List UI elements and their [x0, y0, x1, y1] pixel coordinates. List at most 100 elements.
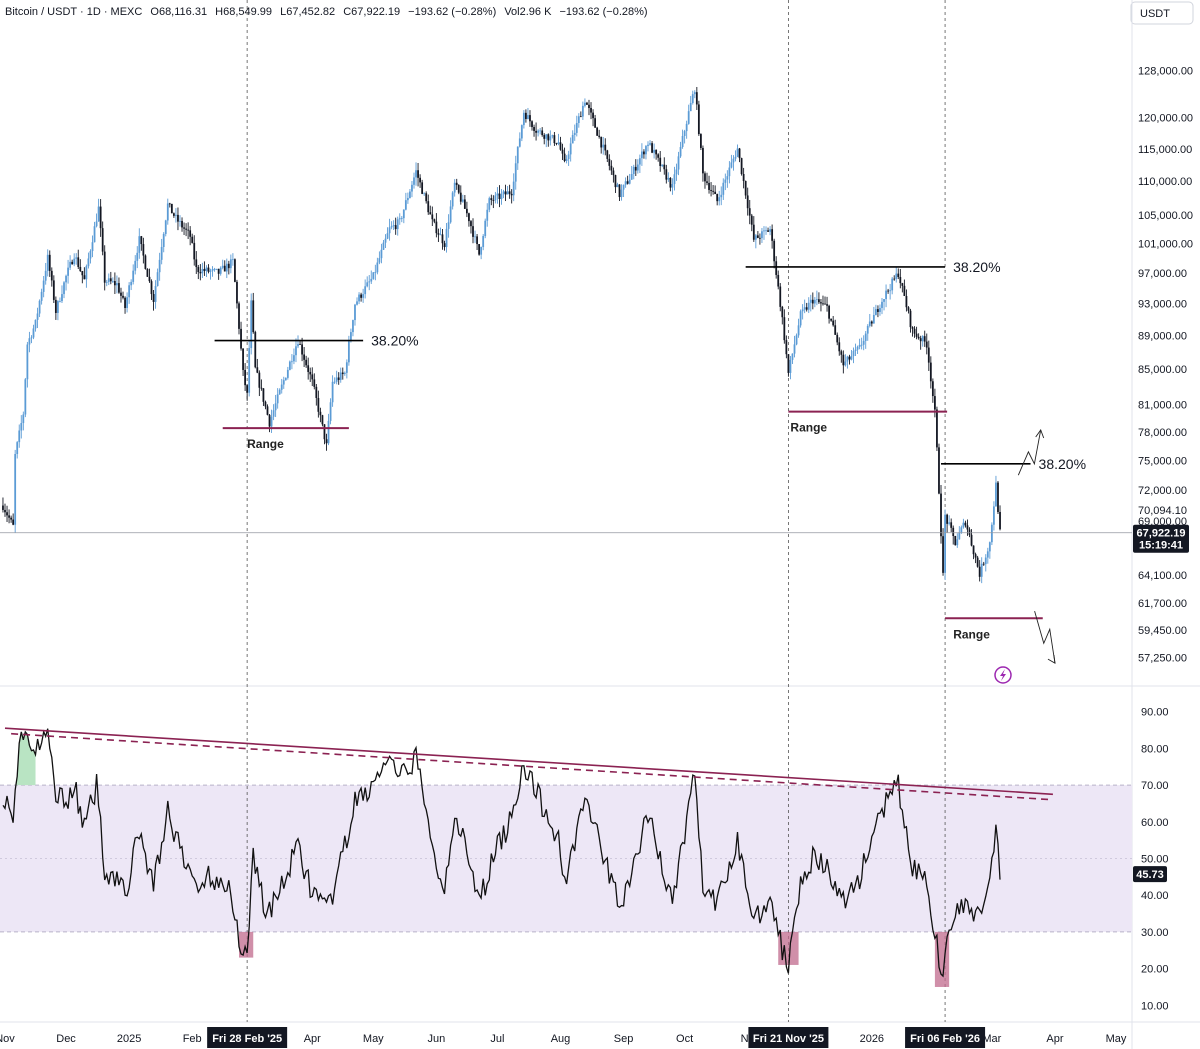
candle: [518, 132, 521, 148]
candle: [592, 109, 594, 127]
candle-body: [732, 158, 735, 163]
candle: [545, 133, 548, 148]
candle-body: [427, 201, 430, 213]
price-tick-label: 72,000.00: [1138, 485, 1187, 497]
candle: [858, 338, 861, 350]
candle-body: [197, 267, 200, 273]
candle-body: [514, 163, 517, 182]
candle-body: [284, 377, 287, 381]
candle-body: [907, 307, 910, 311]
candle: [860, 337, 863, 350]
currency-badge[interactable]: USDT: [1130, 1, 1194, 25]
candle: [311, 367, 314, 387]
candle-body: [211, 269, 214, 271]
candle-body: [775, 261, 778, 275]
candle-body: [512, 181, 515, 196]
candle-body: [571, 134, 574, 144]
candle: [461, 194, 464, 203]
candle: [14, 449, 17, 533]
candle-body: [325, 439, 328, 444]
highlighted-date-tag: Fri 06 Feb '26: [905, 1027, 986, 1048]
candle-body: [451, 192, 454, 207]
candle-body: [492, 200, 495, 201]
candle: [978, 560, 981, 582]
candle: [986, 547, 989, 564]
candle: [225, 258, 228, 279]
candle: [679, 141, 682, 158]
candle-body: [333, 381, 336, 383]
candle-body: [130, 281, 133, 286]
candle: [22, 411, 25, 431]
candle: [846, 355, 849, 369]
candle-body: [384, 238, 387, 243]
candle-body: [435, 221, 438, 234]
candle-body: [783, 317, 786, 341]
rsi-tick-label: 50.00: [1141, 854, 1169, 866]
symbol-header: Bitcoin / USDT · 1D · MEXC O68,116.31 H6…: [5, 6, 648, 18]
candle: [85, 264, 88, 288]
candle-body: [75, 257, 78, 259]
rsi-tick-label: 80.00: [1141, 743, 1169, 755]
candle-body: [679, 146, 682, 157]
candle-body: [221, 265, 224, 268]
candle-body: [506, 191, 509, 195]
candle-body: [675, 169, 678, 175]
candle-body: [685, 123, 688, 132]
candle-body: [598, 135, 601, 137]
candle: [73, 253, 76, 267]
rsi-value-label: 45.73: [1136, 869, 1164, 881]
candle-body: [754, 235, 757, 240]
fib-level-label: 38.20%: [953, 259, 1000, 275]
candle-body: [815, 299, 818, 301]
candle-body: [889, 290, 892, 292]
time-tick-label: Apr: [1046, 1033, 1063, 1045]
candle: [732, 155, 735, 171]
candle-body: [280, 384, 283, 390]
candle-body: [982, 563, 985, 565]
candle: [465, 201, 468, 218]
candle: [89, 249, 92, 264]
candle-body: [638, 158, 641, 165]
candle: [691, 90, 694, 105]
candle-body: [437, 233, 440, 235]
candle-body: [813, 299, 816, 304]
candle-body: [811, 299, 814, 304]
open-value: O68,116.31: [150, 6, 207, 18]
price-annotations: 38.20% Range 38.20% Range 38.20% Range: [214, 259, 1086, 664]
candle-body: [132, 270, 135, 282]
candle-body: [586, 102, 588, 105]
candle: [286, 366, 289, 380]
candle: [742, 167, 745, 189]
candle-body: [307, 365, 310, 372]
candle-body: [16, 442, 19, 454]
candle: [109, 271, 112, 285]
candle: [40, 288, 43, 305]
candle-body: [175, 214, 177, 216]
candle: [307, 357, 310, 380]
candle: [618, 184, 621, 201]
candle-body: [602, 144, 605, 148]
rsi-line: [2, 728, 1001, 978]
candle-body: [917, 336, 920, 339]
candle-body: [441, 234, 444, 244]
candle: [657, 153, 660, 162]
candle-body: [543, 135, 546, 139]
candle: [909, 308, 912, 333]
candle: [700, 133, 702, 151]
candle-body: [327, 420, 330, 444]
candle-body: [248, 348, 251, 393]
candle-body: [704, 173, 706, 182]
candle: [913, 326, 916, 338]
candle-body: [152, 294, 155, 302]
alert-lightning-icon[interactable]: [994, 666, 1012, 684]
candle: [968, 527, 971, 538]
candle: [638, 154, 641, 173]
candle: [765, 226, 767, 235]
candle-body: [856, 346, 859, 350]
candle-body: [329, 402, 332, 421]
candle: [704, 171, 706, 189]
candle: [950, 518, 953, 533]
candle: [693, 90, 696, 99]
candle: [759, 233, 761, 245]
